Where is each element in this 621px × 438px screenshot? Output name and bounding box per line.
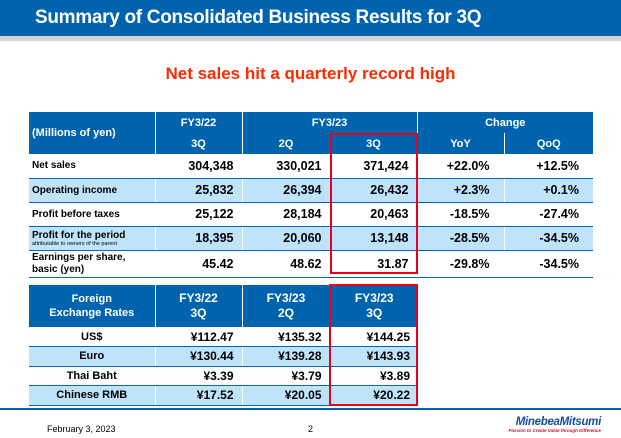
highlight-box [330, 133, 418, 274]
row-label: Net sales [29, 154, 155, 179]
cell: ¥3.39 [154, 366, 242, 386]
highlight-box [329, 284, 418, 406]
currency-label: US$ [29, 327, 155, 347]
col-header: 3Q [154, 133, 242, 154]
currency-label: Euro [29, 346, 155, 367]
fx-head-line: Foreign [71, 293, 112, 305]
cell: ¥3.79 [241, 366, 330, 386]
col-header: 3Q [329, 133, 417, 154]
cell: ¥143.93 [329, 346, 418, 367]
row-label-text: Profit before taxes [32, 208, 120, 220]
fx-row: Chinese RMB ¥17.52 ¥20.05 ¥20.22 [29, 385, 418, 406]
table-row: Profit before taxes 25,122 28,184 20,463 -18… [29, 202, 593, 227]
cell: 28,184 [241, 202, 330, 227]
cell: +0.1% [503, 178, 593, 203]
fx-head: Foreign Exchange Rates [29, 285, 155, 327]
cell: 18,395 [154, 226, 242, 251]
company-logo: MinebeaMitsumi Passion to Create Value th… [505, 416, 601, 433]
table-row: Profit for the period attributable to own… [29, 226, 593, 251]
group-header: FY3/22 [154, 112, 242, 133]
group-header: FY3/23 [241, 112, 417, 133]
cell: -27.4% [503, 202, 593, 227]
cell: 371,424 [329, 154, 417, 179]
logo-tagline: Passion to Create Value through Differen… [508, 428, 601, 433]
row-label-text: Net sales [32, 160, 76, 172]
fx-row: US$ ¥112.47 ¥135.32 ¥144.25 [29, 327, 418, 347]
results-table: (Millions of yen) FY3/22 FY3/23 Change 3… [29, 112, 593, 278]
currency-label: Thai Baht [29, 366, 155, 386]
col-q: 2Q [277, 306, 294, 320]
col-header: QoQ [503, 133, 593, 154]
col-header: FY3/22 3Q [154, 285, 242, 327]
cell: ¥139.28 [241, 346, 330, 367]
cell: 20,463 [329, 202, 417, 227]
footer-divider [0, 408, 621, 410]
cell: 45.42 [154, 250, 242, 278]
col-header: 2Q [241, 133, 330, 154]
col-header: FY3/23 3Q [329, 285, 418, 327]
cell: ¥17.52 [154, 385, 242, 406]
row-label-text: Operating income [32, 184, 118, 196]
divider [0, 36, 621, 41]
logo-text: MinebeaMitsumi [515, 416, 602, 428]
fx-table: Foreign Exchange Rates FY3/22 3Q FY3/23 2Q … [29, 285, 418, 406]
page-number: 2 [308, 424, 314, 434]
cell: ¥20.22 [329, 385, 418, 406]
col-year: FY3/23 [354, 291, 394, 305]
cell: +12.5% [503, 154, 593, 179]
cell: ¥135.32 [241, 327, 330, 347]
group-header: Change [416, 112, 593, 133]
row-label-text: Earnings per share, [32, 251, 126, 263]
page-title: Summary of Consolidated Business Results… [35, 7, 482, 28]
cell: 304,348 [154, 154, 242, 179]
row-label: Earnings per share, basic (yen) [29, 250, 155, 278]
cell: 330,021 [241, 154, 330, 179]
currency-label: Chinese RMB [29, 385, 155, 406]
row-label: Profit for the period attributable to own… [29, 226, 155, 251]
col-q: 3Q [366, 306, 383, 320]
cell: ¥20.05 [241, 385, 330, 406]
cell: +2.3% [416, 178, 504, 203]
cell: 13,148 [329, 226, 417, 251]
col-header: FY3/23 2Q [241, 285, 330, 327]
col-year: FY3/23 [266, 291, 306, 305]
cell: -34.5% [503, 226, 593, 251]
cell: ¥144.25 [329, 327, 418, 347]
col-q: 3Q [190, 306, 207, 320]
col-header: YoY [416, 133, 504, 154]
cell: 26,432 [329, 178, 417, 203]
row-label: Operating income [29, 178, 155, 203]
cell: 48.62 [241, 250, 330, 278]
cell: -18.5% [416, 202, 504, 227]
cell: 26,394 [241, 178, 330, 203]
cell: ¥112.47 [154, 327, 242, 347]
table-row: Operating income 25,832 26,394 26,432 +2.3% +… [29, 178, 593, 203]
row-label: Profit before taxes [29, 202, 155, 227]
cell: -34.5% [503, 250, 593, 278]
cell: ¥130.44 [154, 346, 242, 367]
cell: -29.8% [416, 250, 504, 278]
table-row: Earnings per share, basic (yen) 45.42 48.62… [29, 250, 593, 278]
cell: -28.5% [416, 226, 504, 251]
cell: 20,060 [241, 226, 330, 251]
col-year: FY3/22 [179, 291, 218, 305]
fx-row: Thai Baht ¥3.39 ¥3.79 ¥3.89 [29, 366, 418, 386]
row-label-text: Profit for the period [32, 229, 126, 241]
footer-date: February 3, 2023 [47, 424, 116, 434]
title-bar: Summary of Consolidated Business Results… [0, 0, 621, 36]
cell: 25,122 [154, 202, 242, 227]
row-sublabel: basic (yen) [32, 263, 85, 275]
fx-head-line: Exchange Rates [49, 307, 135, 319]
cell: 25,832 [154, 178, 242, 203]
row-sublabel: attributable to owners of the parent [32, 240, 117, 247]
headline: Net sales hit a quarterly record high [165, 64, 456, 83]
fx-row: Euro ¥130.44 ¥139.28 ¥143.93 [29, 346, 418, 367]
unit-label: (Millions of yen) [29, 112, 155, 154]
table-row: Net sales 304,348 330,021 371,424 +22.0% +12.… [29, 154, 593, 179]
cell: +22.0% [416, 154, 504, 179]
